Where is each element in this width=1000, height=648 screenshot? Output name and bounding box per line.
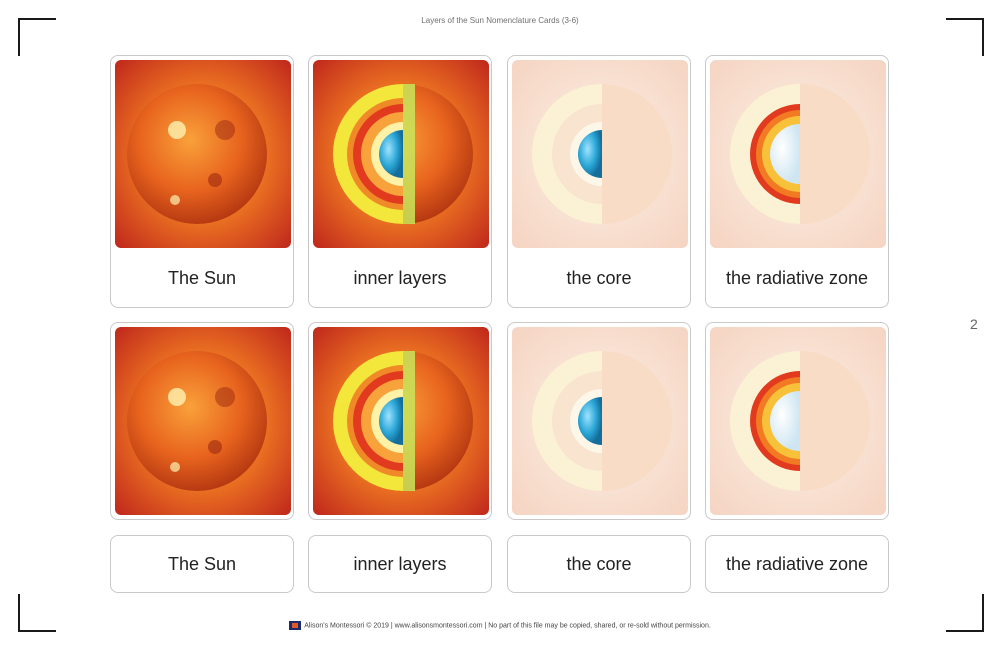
card-label: inner layers (353, 268, 447, 288)
crop-mark-bottom-right (946, 594, 984, 632)
crop-mark-top-right (946, 18, 984, 56)
sun-core-image (512, 60, 688, 248)
sun-layers-cutaway-image (313, 327, 489, 515)
page-title: Layers of the Sun Nomenclature Cards (3-… (421, 16, 579, 25)
control-card-the-sun: The Sun (110, 55, 294, 308)
crop-mark-bottom-left (18, 594, 56, 632)
card-label: The Sun (167, 554, 237, 574)
card-label: the radiative zone (725, 268, 869, 288)
label-card-the-radiative-zone: the radiative zone (705, 535, 889, 593)
footer: Alison's Montessori © 2019 | www.alisons… (0, 621, 1000, 630)
picture-card-the-sun (110, 322, 294, 520)
label-card-the-sun: The Sun (110, 535, 294, 593)
brand-logo-icon (289, 621, 302, 630)
page-number: 2 (970, 316, 978, 332)
card-label: inner layers (353, 554, 447, 574)
label-card-inner-layers: inner layers (308, 535, 492, 593)
card-label: The Sun (167, 268, 237, 288)
card-label: the radiative zone (725, 554, 869, 574)
picture-card-the-radiative-zone (705, 322, 889, 520)
sun-photo-image (115, 60, 291, 248)
control-card-inner-layers: inner layers (308, 55, 492, 308)
sun-radiative-zone-image (710, 327, 886, 515)
sun-photo-image (115, 327, 291, 515)
crop-mark-top-left (18, 18, 56, 56)
card-label: the core (566, 268, 632, 288)
card-label: the core (566, 554, 632, 574)
label-card-the-core: the core (507, 535, 691, 593)
sun-layers-cutaway-image (313, 60, 489, 248)
control-card-the-radiative-zone: the radiative zone (705, 55, 889, 308)
picture-card-the-core (507, 322, 691, 520)
picture-card-inner-layers (308, 322, 492, 520)
control-card-the-core: the core (507, 55, 691, 308)
sun-radiative-zone-image (710, 60, 886, 248)
footer-text: Alison's Montessori © 2019 | www.alisons… (304, 622, 711, 630)
sun-core-image (512, 327, 688, 515)
